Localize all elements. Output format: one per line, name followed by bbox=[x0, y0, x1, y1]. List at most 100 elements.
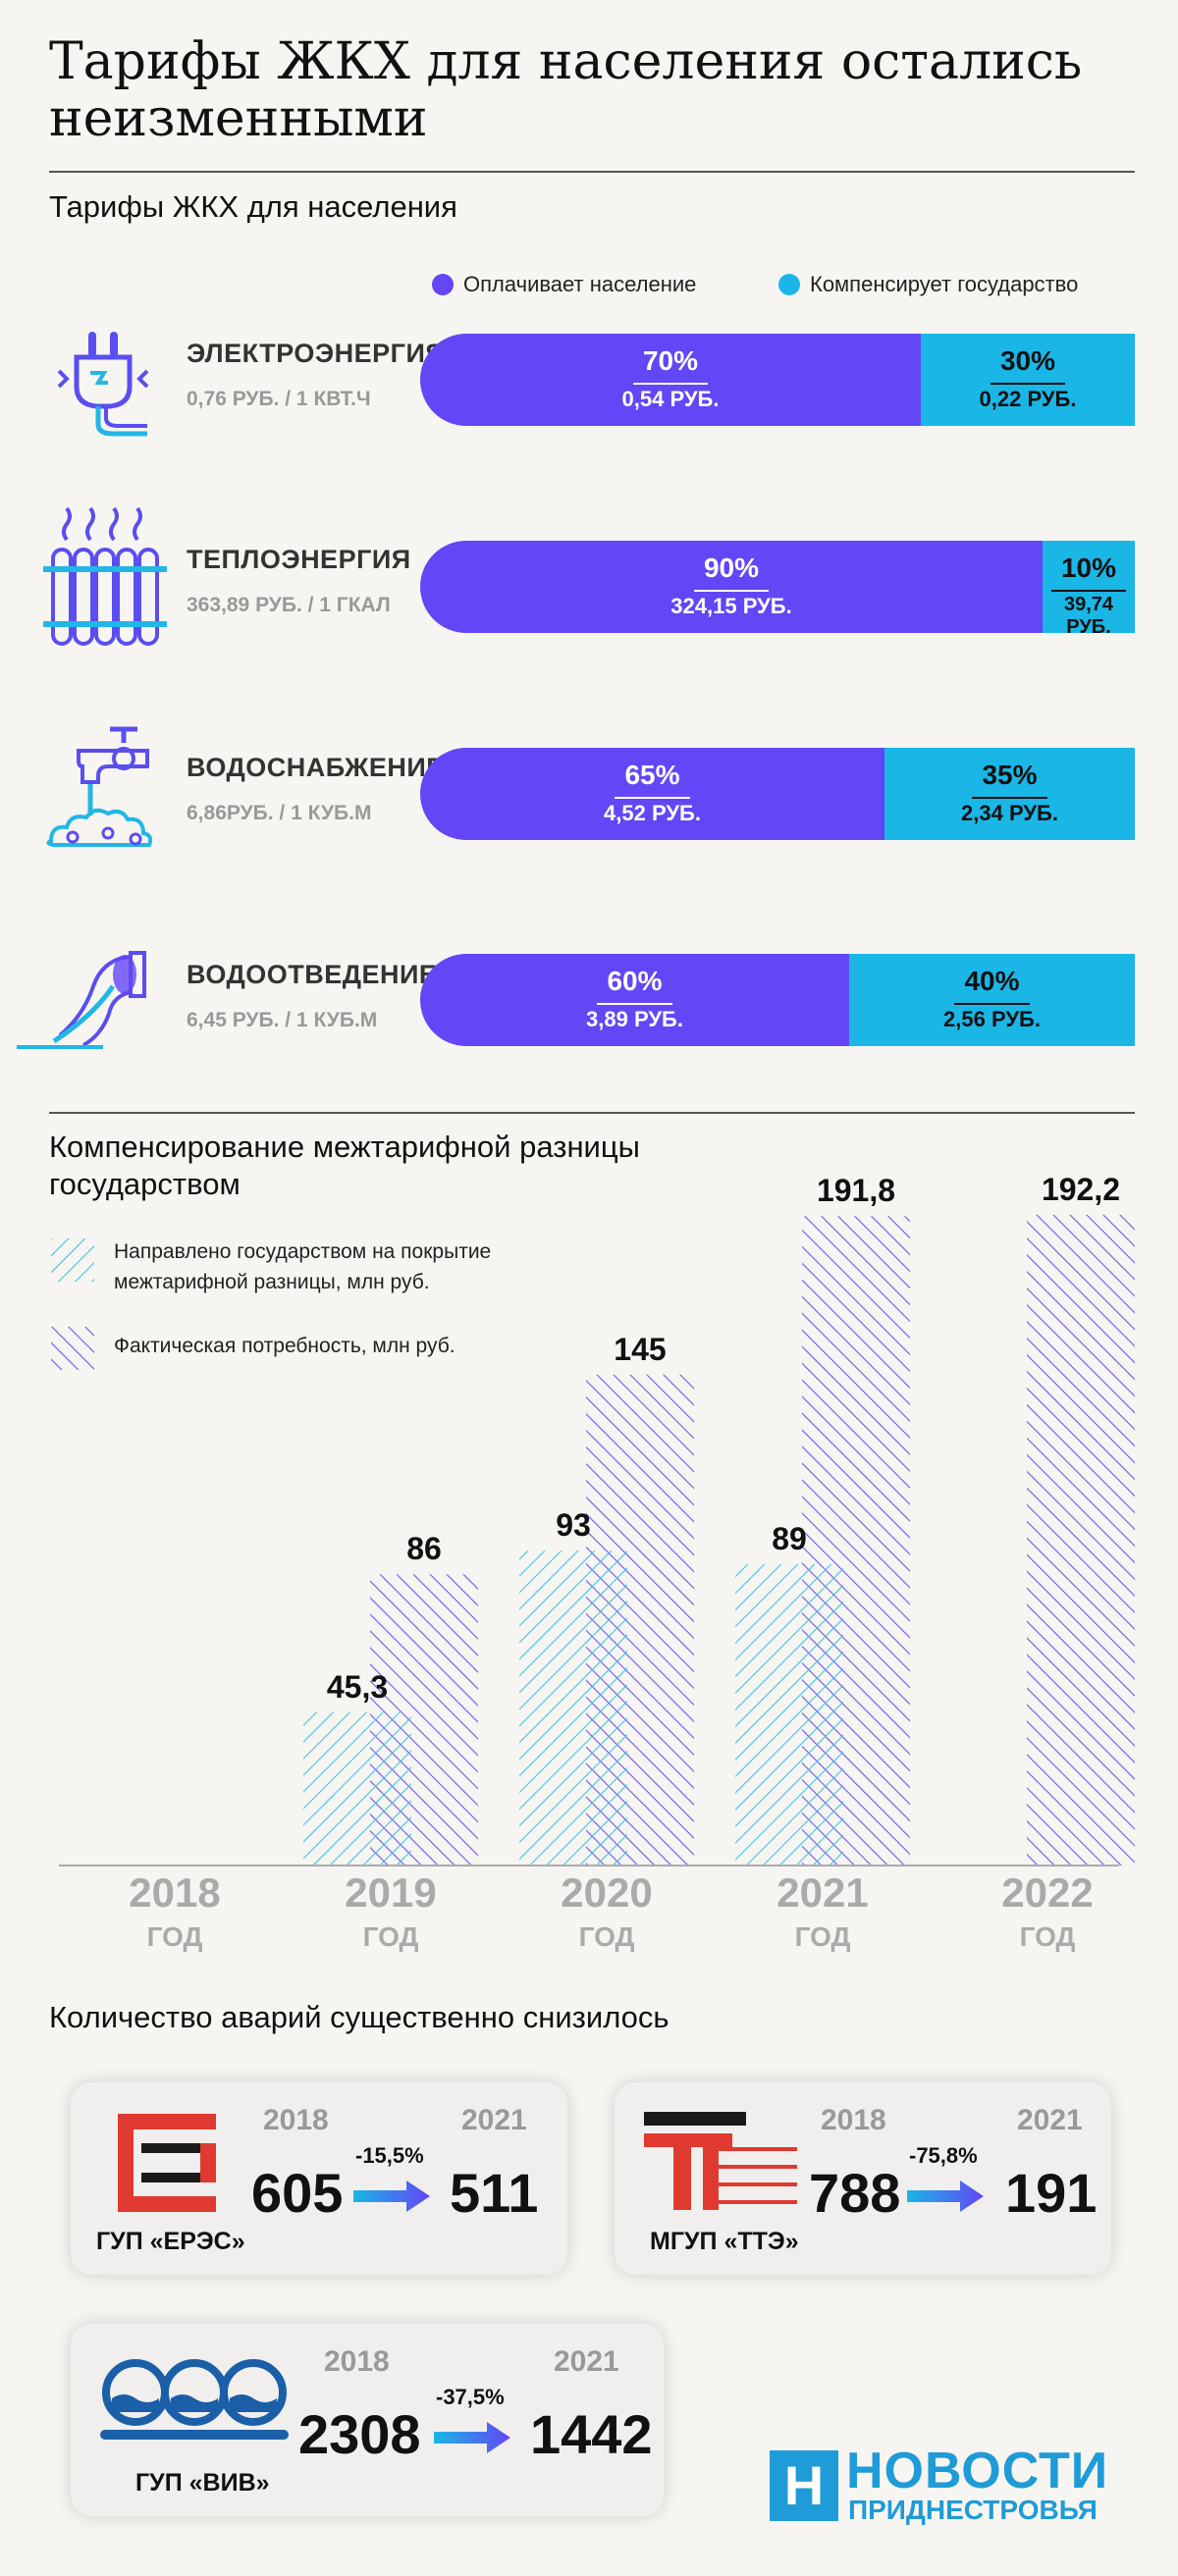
year-from: 2018 bbox=[821, 2104, 886, 2136]
rub-population: 3,89 РУБ. bbox=[586, 1007, 683, 1031]
legend-state-hatch-swatch bbox=[51, 1238, 94, 1282]
page-title: Тарифы ЖКХ для населения остались неизме… bbox=[49, 32, 1083, 148]
legend-dot-state bbox=[778, 274, 800, 295]
accidents-heading: Количество аварий существенно снизилось bbox=[49, 2000, 669, 2034]
bar-state-2020 bbox=[519, 1551, 627, 1866]
bar-state-2021 bbox=[735, 1563, 843, 1866]
year-to: 2021 bbox=[461, 2104, 527, 2136]
data-label-need-2020: 145 bbox=[614, 1331, 667, 1367]
legend-need-label: Фактическая потребность, млн руб. bbox=[114, 1335, 455, 1357]
data-label-state-2021: 89 bbox=[772, 1520, 807, 1556]
change-percent: -37,5% bbox=[436, 2385, 505, 2409]
pct-state: 40% bbox=[954, 966, 1030, 1005]
brand-name: НОВОСТИ bbox=[846, 2443, 1109, 2499]
year-from: 2018 bbox=[324, 2345, 390, 2378]
row-title-heat: ТЕПЛОЭНЕРГИЯ bbox=[187, 545, 411, 574]
x-tick-2018: 2018 bbox=[129, 1869, 221, 1916]
pct-population: 90% bbox=[693, 552, 770, 592]
legend-need-hatch-swatch bbox=[51, 1327, 94, 1370]
tariff-bar-water-supply: 65% 4,52 РУБ. 35% 2,34 РУБ. bbox=[420, 748, 1135, 840]
brand-subtitle: ПРИДНЕСТРОВЬЯ bbox=[848, 2495, 1098, 2525]
year-to: 2021 bbox=[554, 2345, 619, 2378]
brand-mark: Н bbox=[783, 2454, 825, 2516]
rub-population: 4,52 РУБ. bbox=[604, 801, 701, 825]
row-title-drainage: ВОДООТВЕДЕНИЕ bbox=[187, 960, 438, 989]
year-from: 2018 bbox=[263, 2104, 329, 2136]
x-tick-2021: 2021 bbox=[776, 1869, 869, 1916]
row-sub-electricity: 0,76 РУБ. / 1 КВТ.Ч bbox=[187, 388, 371, 410]
tte-logo-icon bbox=[644, 2112, 801, 2210]
data-label-state-2020: 93 bbox=[556, 1507, 591, 1544]
pct-state: 10% bbox=[1050, 552, 1127, 592]
rub-state: 39,74 РУБ. bbox=[1063, 594, 1114, 638]
pct-state: 30% bbox=[990, 345, 1066, 385]
legend-dot-population bbox=[432, 274, 454, 295]
x-tick-suffix: ГОД bbox=[146, 1921, 203, 1952]
water-tap-icon bbox=[39, 721, 177, 859]
pct-state: 35% bbox=[972, 760, 1047, 799]
bar-population: 90% 324,15 РУБ. bbox=[420, 541, 1043, 633]
arrow-right-icon bbox=[434, 2420, 512, 2460]
count-from: 2308 bbox=[298, 2403, 421, 2465]
data-label-need-2022: 192,2 bbox=[1041, 1171, 1121, 1207]
bar-state: 30% 0,22 РУБ. bbox=[921, 334, 1135, 426]
electric-plug-icon bbox=[39, 322, 167, 440]
row-title-electricity: ЭЛЕКТРОЭНЕРГИЯ bbox=[187, 339, 446, 368]
row-sub-heat: 363,89 РУБ. / 1 ГКАЛ bbox=[187, 594, 391, 616]
x-tick-suffix: ГОД bbox=[794, 1921, 851, 1952]
org-name: ГУП «ЕРЭС» bbox=[96, 2228, 245, 2255]
year-to: 2021 bbox=[1017, 2104, 1083, 2136]
rub-state: 0,22 РУБ. bbox=[979, 387, 1077, 411]
row-sub-drainage: 6,45 РУБ. / 1 КУБ.М bbox=[187, 1009, 378, 1031]
pct-population: 70% bbox=[632, 345, 709, 385]
rub-state: 2,56 РУБ. bbox=[943, 1007, 1041, 1031]
count-from: 605 bbox=[251, 2162, 344, 2224]
row-sub-water-supply: 6,86РУБ. / 1 КУБ.М bbox=[187, 802, 372, 824]
brand-logo-icon: Н bbox=[770, 2450, 838, 2521]
accident-card-tte: МГУП «ТТЭ» 2018 788 -75,8% 2021 191 bbox=[615, 2082, 1111, 2275]
org-name: МГУП «ТТЭ» bbox=[650, 2228, 799, 2255]
tariffs-heading: Тарифы ЖКХ для населения bbox=[49, 189, 457, 224]
bar-state-2019 bbox=[303, 1711, 411, 1866]
data-label-need-2021: 191,8 bbox=[816, 1173, 896, 1209]
arrow-right-icon bbox=[907, 2179, 986, 2219]
tariff-bar-drainage: 60% 3,89 РУБ. 40% 2,56 РУБ. bbox=[420, 954, 1135, 1046]
legend-population: Оплачивает население bbox=[432, 272, 696, 297]
bar-population: 70% 0,54 РУБ. bbox=[420, 334, 921, 426]
x-tick-suffix: ГОД bbox=[578, 1921, 635, 1952]
legend-state-label: Направлено государством на покрытие межт… bbox=[114, 1240, 492, 1293]
divider bbox=[49, 1112, 1135, 1114]
change-percent: -75,8% bbox=[909, 2143, 978, 2168]
bar-population: 65% 4,52 РУБ. bbox=[420, 748, 884, 840]
x-tick-suffix: ГОД bbox=[362, 1921, 419, 1952]
viv-logo-icon bbox=[96, 2353, 293, 2451]
x-tick-suffix: ГОД bbox=[1019, 1921, 1076, 1952]
tariff-bar-heat: 90% 324,15 РУБ. 10% 39,74 РУБ. bbox=[420, 541, 1135, 638]
radiator-icon bbox=[39, 500, 177, 648]
compensation-chart bbox=[59, 1214, 1135, 1866]
pct-population: 65% bbox=[615, 760, 690, 799]
count-from: 788 bbox=[809, 2162, 901, 2224]
org-name: ГУП «ВИВ» bbox=[135, 2469, 270, 2497]
accident-card-eres: ГУП «ЕРЭС» 2018 605 -15,5% 2021 511 bbox=[71, 2082, 567, 2275]
divider bbox=[49, 171, 1135, 173]
bar-state: 40% 2,56 РУБ. bbox=[849, 954, 1135, 1046]
eres-logo-icon bbox=[118, 2114, 216, 2212]
row-title-water-supply: ВОДОСНАБЖЕНИЕ bbox=[187, 753, 445, 782]
bar-state: 35% 2,34 РУБ. bbox=[884, 748, 1135, 840]
bar-need-2022 bbox=[1027, 1214, 1135, 1866]
bar-population: 60% 3,89 РУБ. bbox=[420, 954, 849, 1046]
count-to: 511 bbox=[450, 2162, 539, 2224]
change-percent: -15,5% bbox=[355, 2143, 424, 2168]
x-tick-2019: 2019 bbox=[345, 1869, 437, 1916]
accident-card-viv: ГУП «ВИВ» 2018 2308 -37,5% 2021 1442 bbox=[71, 2324, 664, 2516]
data-label-need-2019: 86 bbox=[406, 1531, 442, 1567]
count-to: 1442 bbox=[530, 2403, 653, 2465]
data-label-state-2019: 45,3 bbox=[326, 1668, 389, 1705]
rub-population: 0,54 РУБ. bbox=[621, 387, 720, 411]
tariff-bar-electricity: 70% 0,54 РУБ. 30% 0,22 РУБ. bbox=[420, 334, 1135, 426]
compensation-heading: Компенсирование межтарифной разницы госу… bbox=[49, 1130, 640, 1201]
legend-state: Компенсирует государство bbox=[778, 272, 1078, 297]
rub-state: 2,34 РУБ. bbox=[961, 801, 1058, 825]
arrow-right-icon bbox=[353, 2179, 432, 2219]
